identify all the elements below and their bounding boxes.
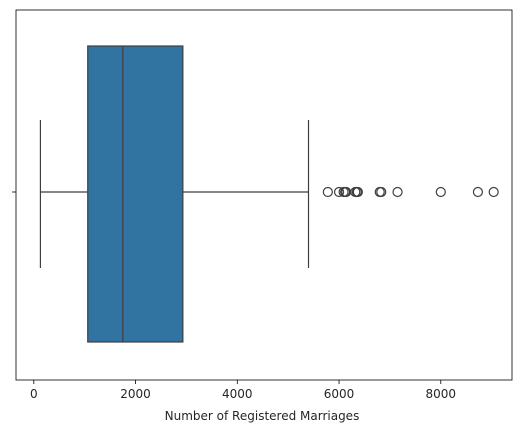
outlier-point (472, 186, 484, 198)
outlier-point (352, 186, 363, 198)
x-axis-ticks: 0 2000 4000 6000 8000 (30, 380, 456, 401)
outlier-point (322, 186, 333, 198)
outlier-point (333, 186, 345, 198)
outlier-point (392, 186, 403, 198)
x-tick-label: 6000 (324, 387, 355, 401)
x-tick-label: 0 (30, 387, 38, 401)
x-tick-label: 8000 (426, 387, 457, 401)
x-tick-label: 4000 (222, 387, 253, 401)
outlier-point (435, 186, 446, 198)
outlier-point (376, 186, 387, 198)
x-tick-label: 2000 (120, 387, 151, 401)
iqr-box (87, 45, 184, 343)
outlier-point (488, 186, 499, 198)
box-plot-marks (39, 45, 310, 343)
x-axis-label: Number of Registered Marriages (165, 409, 360, 423)
outlier-points (322, 186, 499, 198)
